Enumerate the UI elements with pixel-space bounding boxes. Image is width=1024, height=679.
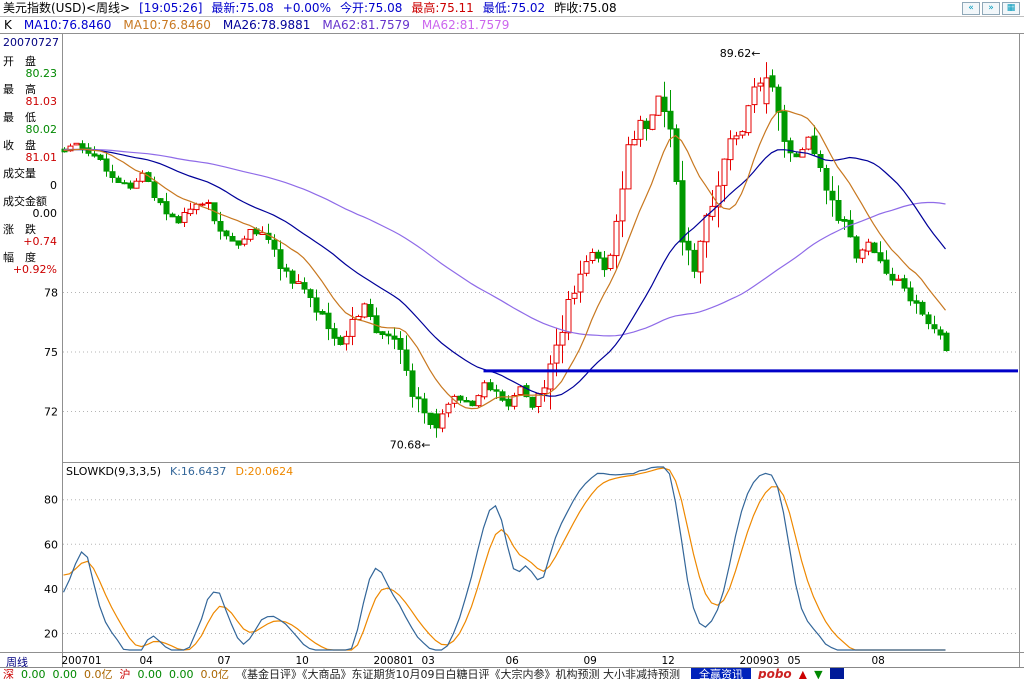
svg-text:12: 12 bbox=[662, 655, 675, 667]
market-stat: 0.0亿 bbox=[84, 668, 113, 679]
field-label: 幅 度 bbox=[3, 251, 36, 264]
ma10-value-1: MA10:76.8460 bbox=[23, 17, 112, 32]
indicator-title: SLOWKD(9,3,3,5) bbox=[66, 465, 162, 478]
grid-layout-button[interactable]: ▦ bbox=[1002, 1, 1020, 15]
market-stat: 0.00 bbox=[52, 668, 78, 679]
change-percent: +0.00% bbox=[282, 0, 331, 15]
svg-text:08: 08 bbox=[872, 655, 885, 667]
ma-legend-bar: K MA10:76.8460 MA10:76.8460 MA26:78.9881… bbox=[0, 17, 1024, 33]
ma26-line bbox=[63, 148, 946, 397]
pobo-logo: pobo bbox=[758, 667, 792, 679]
news-ticker[interactable]: 《基金日评》《大商品》东证期货10月09日白糖日评《大宗内参》机构预测 大小非减… bbox=[236, 668, 680, 679]
page-left-button[interactable]: « bbox=[962, 1, 980, 15]
page-right-button[interactable]: » bbox=[982, 1, 1000, 15]
svg-text:03: 03 bbox=[422, 655, 435, 667]
frame-lines bbox=[0, 16, 1024, 667]
field-value: 0.00 bbox=[32, 207, 58, 220]
quote-sidebar: 20070727 开 盘 80.23 最 高 81.03 最 低 80.02 收 盘 81.0… bbox=[0, 33, 62, 653]
market-stat: 沪 bbox=[119, 668, 131, 679]
info-badge[interactable]: 全赢资讯 bbox=[691, 668, 751, 679]
field-label: 成交量 bbox=[3, 167, 36, 180]
quote-bar: 美元指数(USD)<周线> [19:05:26] 最新:75.08 +0.00%… bbox=[0, 0, 1024, 16]
market-stat: 0.00 bbox=[21, 668, 46, 679]
last-price: 最新:75.08 bbox=[211, 0, 274, 15]
field-label: 开 盘 bbox=[3, 55, 36, 68]
down-arrow-icon: ▼ bbox=[814, 668, 823, 679]
svg-text:40: 40 bbox=[44, 583, 58, 596]
field-value: +0.92% bbox=[12, 263, 57, 276]
svg-text:04: 04 bbox=[140, 655, 154, 667]
ma62-line bbox=[63, 148, 946, 337]
axis-labels: 78 75 72 80 60 40 20 bbox=[44, 287, 58, 641]
field-value: 81.01 bbox=[25, 151, 58, 164]
svg-text:60: 60 bbox=[44, 538, 58, 551]
window-buttons: « » ▦ bbox=[962, 1, 1024, 15]
ma62-value-2: MA62:81.7579 bbox=[421, 17, 510, 32]
ma26-value: MA26:78.9881 bbox=[222, 17, 311, 32]
field-value: +0.74 bbox=[23, 235, 57, 248]
selected-date: 20070727 bbox=[3, 36, 59, 49]
market-stat: 0.0亿 bbox=[200, 668, 230, 679]
indicator-k-value: K:16.6437 bbox=[170, 465, 227, 478]
svg-text:78: 78 bbox=[44, 287, 58, 300]
candlesticks bbox=[61, 62, 950, 438]
low-price: 最低:75.02 bbox=[482, 0, 546, 15]
price-extreme-annotation: 70.68← bbox=[390, 439, 431, 452]
clock: [19:05:26] bbox=[139, 0, 203, 15]
prev-close: 昨收:75.08 bbox=[554, 0, 617, 15]
svg-text:09: 09 bbox=[584, 655, 597, 667]
kline-label: K bbox=[4, 17, 12, 32]
field-value: 81.03 bbox=[25, 95, 58, 108]
ma10-line bbox=[63, 109, 946, 410]
high-price: 最高:75.11 bbox=[411, 0, 474, 15]
svg-text:10: 10 bbox=[296, 655, 309, 667]
market-stat: 0.00 bbox=[137, 668, 163, 679]
field-value: 80.02 bbox=[25, 123, 58, 136]
svg-text:80: 80 bbox=[44, 494, 58, 507]
ma62-value-1: MA62:81.7579 bbox=[322, 17, 410, 32]
period-label: 周线 bbox=[6, 656, 28, 669]
kd-d-line bbox=[63, 467, 946, 651]
svg-text:06: 06 bbox=[506, 655, 520, 667]
kd-k-line bbox=[62, 466, 946, 651]
status-bar: 深 0.00 0.00 0.0亿沪 0.00 0.00 0.0亿 《基金日评》《大商品》东证期… bbox=[0, 667, 1024, 679]
app-icon bbox=[829, 668, 844, 679]
svg-text:200801: 200801 bbox=[374, 655, 414, 667]
field-label: 最 低 bbox=[3, 111, 36, 124]
symbol-title: 美元指数(USD)<周线> bbox=[3, 0, 131, 15]
x-axis-labels: 200701 04 07 10 200801 03 06 09 12 200903 05 08 bbox=[62, 655, 885, 667]
market-stat: 0.00 bbox=[169, 668, 194, 679]
market-stat: 深 bbox=[3, 668, 14, 679]
ma10-value-2: MA10:76.8460 bbox=[123, 17, 211, 32]
field-value: 0 bbox=[50, 179, 57, 192]
svg-text:200903: 200903 bbox=[740, 655, 780, 667]
up-arrow-icon: ▲ bbox=[798, 668, 808, 679]
field-value: 80.23 bbox=[25, 67, 58, 80]
price-extreme-annotation: 89.62← bbox=[720, 47, 761, 60]
svg-text:75: 75 bbox=[44, 346, 58, 359]
svg-text:20: 20 bbox=[44, 628, 58, 641]
svg-text:200701: 200701 bbox=[62, 655, 102, 667]
indicator-header: SLOWKD(9,3,3,5) K:16.6437 D:20.0624 bbox=[66, 465, 294, 478]
svg-text:72: 72 bbox=[44, 405, 58, 418]
field-label: 最 高 bbox=[3, 83, 36, 96]
svg-text:07: 07 bbox=[218, 655, 231, 667]
field-label: 收 盘 bbox=[3, 139, 36, 152]
svg-text:05: 05 bbox=[788, 655, 801, 667]
open-price: 今开:75.08 bbox=[339, 0, 403, 15]
indicator-d-value: D:20.0624 bbox=[235, 465, 294, 478]
field-label: 涨 跌 bbox=[3, 223, 36, 236]
field-label: 成交金额 bbox=[3, 195, 47, 208]
